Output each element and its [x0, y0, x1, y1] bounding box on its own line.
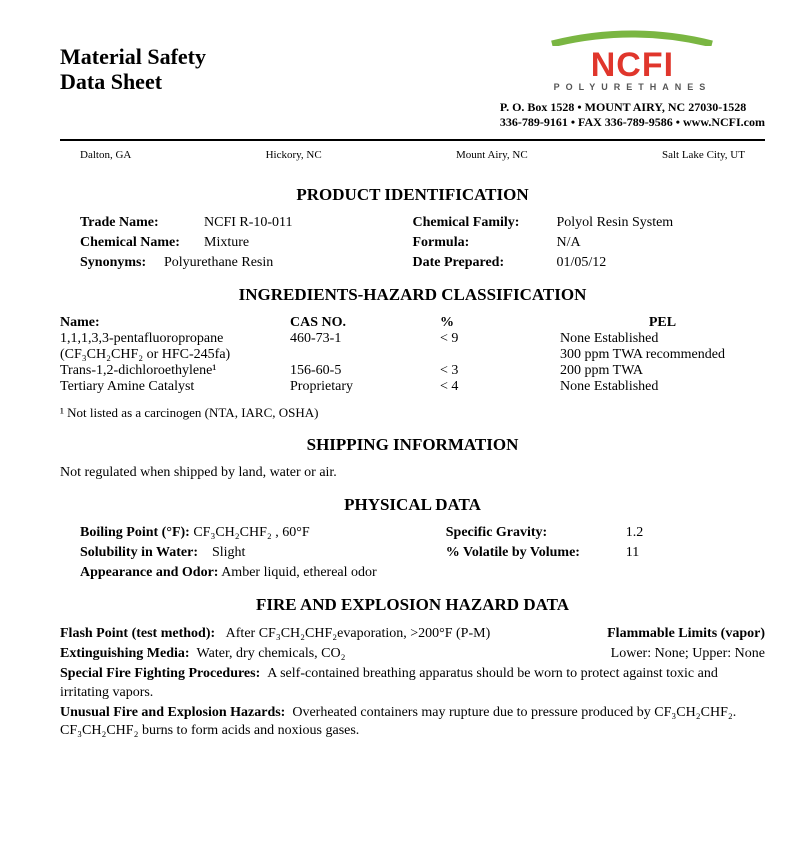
title-block: Material Safety Data Sheet: [60, 30, 206, 95]
col-pct-header: %: [440, 315, 560, 331]
ingredient-row: Trans-1,2-dichloroethylene¹156-60-5< 320…: [60, 363, 765, 379]
ingredients-footnote: ¹ Not listed as a carcinogen (NTA, IARC,…: [60, 405, 765, 421]
logo-block: NCFI POLYURETHANES P. O. Box 1528 • MOUN…: [500, 30, 765, 131]
contact-info: P. O. Box 1528 • MOUNT AIRY, NC 27030-15…: [500, 100, 765, 131]
flash-value: After CF₃CH₂CHF₂evaporation, >200°F (P-M…: [226, 626, 491, 641]
title-line-2: Data Sheet: [60, 69, 206, 94]
ext-label: Extinguishing Media:: [60, 646, 190, 661]
ingredient-row: Tertiary Amine CatalystProprietary< 4Non…: [60, 379, 765, 395]
bp-value: CF₃CH₂CHF₂ , 60°F: [193, 525, 309, 540]
contact-line-2: 336-789-9161 • FAX 336-789-9586 • www.NC…: [500, 115, 765, 131]
col-pel-header: PEL: [560, 315, 765, 331]
ingredient-pel: 200 ppm TWA: [560, 363, 765, 379]
location-4: Salt Lake City, UT: [662, 149, 745, 161]
logo-text: NCFI: [500, 51, 765, 80]
sg-label: Specific Gravity:: [446, 525, 626, 541]
ingredient-name: Tertiary Amine Catalyst: [60, 379, 290, 395]
product-id-block: Trade Name: NCFI R-10-011 Chemical Famil…: [60, 215, 765, 271]
col-name-header: Name:: [60, 315, 290, 331]
ingredient-row: 1,1,1,3,3-pentafluoropropane460-73-1< 9N…: [60, 331, 765, 347]
ingredient-row: (CF₃CH₂CHF₂ or HFC-245fa) 300 ppm TWA rec…: [60, 347, 765, 363]
ingredients-header-row: Name: CAS NO. % PEL: [60, 315, 765, 331]
unusual-label: Unusual Fire and Explosion Hazards:: [60, 705, 285, 720]
bp-label: Boiling Point (°F):: [80, 525, 190, 540]
location-2: Hickory, NC: [266, 149, 322, 161]
appear-label: Appearance and Odor:: [80, 565, 218, 580]
shipping-text: Not regulated when shipped by land, wate…: [60, 465, 765, 481]
ingredient-cas: [290, 347, 440, 363]
section-ingredients: INGREDIENTS-HAZARD CLASSIFICATION: [60, 285, 765, 305]
location-1: Dalton, GA: [80, 149, 131, 161]
ingredient-pel: None Established: [560, 379, 765, 395]
date-label: Date Prepared:: [413, 255, 553, 271]
fire-block: Flash Point (test method): After CF₃CH₂C…: [60, 625, 765, 740]
flammable-limits-label: Flammable Limits (vapor): [607, 625, 765, 643]
formula-value: N/A: [553, 235, 581, 251]
section-shipping: SHIPPING INFORMATION: [60, 435, 765, 455]
ingredient-cas: 156-60-5: [290, 363, 440, 379]
logo-subtitle: POLYURETHANES: [500, 82, 765, 92]
synonyms-label: Synonyms:: [80, 255, 160, 271]
divider: [60, 139, 765, 141]
physical-data-block: Boiling Point (°F): CF₃CH₂CHF₂ , 60°F Sp…: [60, 525, 765, 581]
ingredient-pct: [440, 347, 560, 363]
logo-arc-icon: [542, 30, 722, 46]
ingredient-cas: Proprietary: [290, 379, 440, 395]
limits-value: Lower: None; Upper: None: [611, 645, 765, 663]
ingredients-table: Name: CAS NO. % PEL 1,1,1,3,3-pentafluor…: [60, 315, 765, 421]
ext-value: Water, dry chemicals, CO₂: [197, 646, 346, 661]
chem-family-value: Polyol Resin System: [553, 215, 674, 231]
vol-label: % Volatile by Volume:: [446, 545, 626, 561]
contact-line-1: P. O. Box 1528 • MOUNT AIRY, NC 27030-15…: [500, 100, 765, 116]
ingredient-pel: 300 ppm TWA recommended: [560, 347, 765, 363]
ingredient-pct: < 9: [440, 331, 560, 347]
col-cas-header: CAS NO.: [290, 315, 440, 331]
ingredient-name: Trans-1,2-dichloroethylene¹: [60, 363, 290, 379]
sg-value: 1.2: [626, 525, 644, 541]
ingredient-cas: 460-73-1: [290, 331, 440, 347]
ingredient-name: 1,1,1,3,3-pentafluoropropane: [60, 331, 290, 347]
synonyms-value: Polyurethane Resin: [160, 255, 273, 271]
title-line-1: Material Safety: [60, 44, 206, 69]
date-value: 01/05/12: [553, 255, 607, 271]
sol-label: Solubility in Water:: [80, 545, 198, 560]
formula-label: Formula:: [413, 235, 553, 251]
special-label: Special Fire Fighting Procedures:: [60, 666, 260, 681]
document-header: Material Safety Data Sheet NCFI POLYURET…: [60, 30, 765, 131]
chem-family-label: Chemical Family:: [413, 215, 553, 231]
ingredient-name: (CF₃CH₂CHF₂ or HFC-245fa): [60, 347, 290, 363]
chem-name-label: Chemical Name:: [80, 235, 200, 251]
chem-name-value: Mixture: [200, 235, 249, 251]
flash-label: Flash Point (test method):: [60, 626, 215, 641]
ingredient-pct: < 3: [440, 363, 560, 379]
vol-value: 11: [626, 545, 639, 561]
ingredient-pct: < 4: [440, 379, 560, 395]
section-fire: FIRE AND EXPLOSION HAZARD DATA: [60, 595, 765, 615]
appear-value: Amber liquid, ethereal odor: [221, 565, 377, 580]
ncfi-logo: NCFI POLYURETHANES: [500, 30, 765, 92]
locations-row: Dalton, GA Hickory, NC Mount Airy, NC Sa…: [60, 147, 765, 161]
section-physical: PHYSICAL DATA: [60, 495, 765, 515]
trade-name-value: NCFI R-10-011: [200, 215, 293, 231]
trade-name-label: Trade Name:: [80, 215, 200, 231]
sol-value: Slight: [212, 545, 245, 560]
section-product-id: PRODUCT IDENTIFICATION: [60, 185, 765, 205]
location-3: Mount Airy, NC: [456, 149, 528, 161]
ingredient-pel: None Established: [560, 331, 765, 347]
